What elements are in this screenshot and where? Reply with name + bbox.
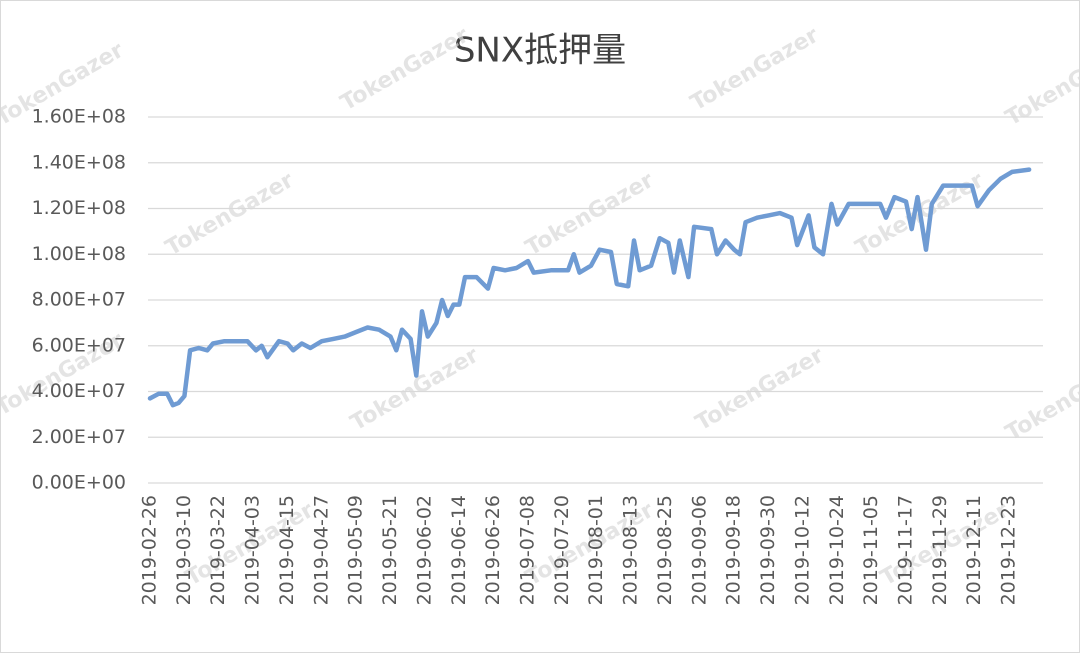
x-tick-label: 2019-06-26 xyxy=(482,495,504,605)
x-tick-label: 2019-07-20 xyxy=(551,495,573,605)
y-tick-label: 0.00E+00 xyxy=(32,472,126,494)
x-tick-label: 2019-11-05 xyxy=(860,495,882,605)
y-tick-label: 6.00E+07 xyxy=(32,334,126,356)
x-tick-label: 2019-02-26 xyxy=(139,495,161,605)
x-tick-label: 2019-06-14 xyxy=(448,495,470,605)
x-tick-label: 2019-10-24 xyxy=(826,495,848,605)
y-tick-label: 2.00E+07 xyxy=(32,426,126,448)
x-tick-label: 2019-08-25 xyxy=(654,495,676,605)
x-tick-label: 2019-09-18 xyxy=(723,495,745,605)
x-tick-label: 2019-11-29 xyxy=(929,495,951,605)
x-tick-label: 2019-05-09 xyxy=(345,495,367,605)
x-tick-label: 2019-11-17 xyxy=(895,495,917,605)
x-tick-label: 2019-05-21 xyxy=(379,495,401,605)
x-tick-label: 2019-12-23 xyxy=(998,495,1020,605)
x-tick-label: 2019-03-10 xyxy=(173,495,195,605)
y-tick-label: 1.00E+08 xyxy=(32,243,126,265)
x-tick-label: 2019-04-27 xyxy=(310,495,332,605)
x-tick-label: 2019-08-13 xyxy=(620,495,642,605)
x-tick-label: 2019-10-12 xyxy=(791,495,813,605)
x-tick-label: 2019-08-01 xyxy=(585,495,607,605)
x-tick-label: 2019-04-03 xyxy=(242,495,264,605)
y-tick-label: 4.00E+07 xyxy=(32,380,126,402)
x-tick-label: 2019-04-15 xyxy=(276,495,298,605)
x-tick-label: 2019-03-22 xyxy=(207,495,229,605)
x-tick-label: 2019-09-06 xyxy=(688,495,710,605)
data-line xyxy=(147,167,1032,408)
y-tick-label: 1.40E+08 xyxy=(32,151,126,173)
x-tick-label: 2019-09-30 xyxy=(757,495,779,605)
y-tick-label: 1.20E+08 xyxy=(32,197,126,219)
y-tick-label: 1.60E+08 xyxy=(32,106,126,128)
y-tick-label: 8.00E+07 xyxy=(32,289,126,311)
x-tick-label: 2019-12-11 xyxy=(963,495,985,605)
chart-title: SNX抵押量 xyxy=(454,31,626,71)
x-tick-label: 2019-07-08 xyxy=(517,495,539,605)
x-tick-label: 2019-06-02 xyxy=(413,495,435,605)
